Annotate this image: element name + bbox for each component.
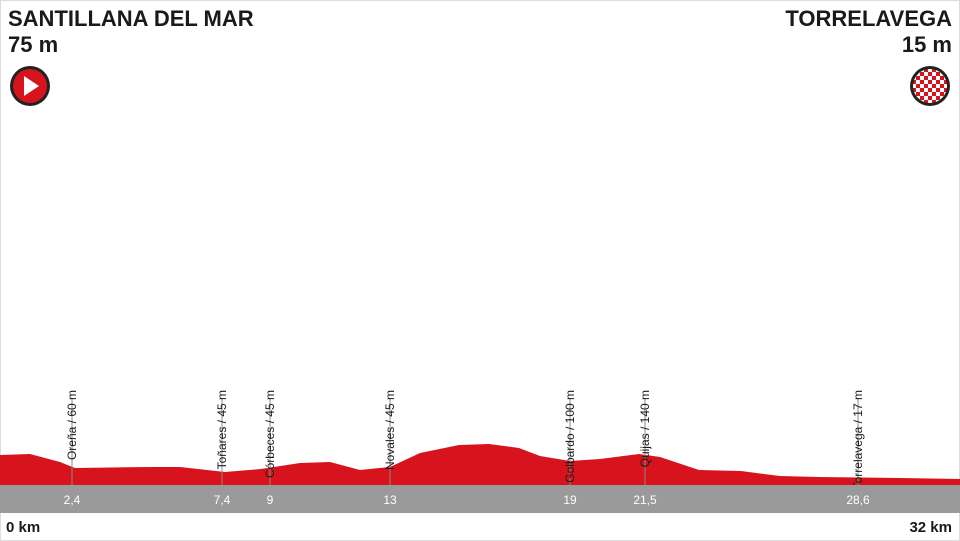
waypoint-label: Toñares / 45 m <box>215 390 229 469</box>
distance-start: 0 km <box>6 519 40 536</box>
km-label: 21,5 <box>633 493 657 507</box>
km-label: 9 <box>267 493 274 507</box>
waypoint-label: Córbeces / 45 m <box>263 390 277 478</box>
start-icon <box>10 66 50 106</box>
km-label: 19 <box>563 493 577 507</box>
waypoint-label: Quijas / 140 m <box>638 390 652 467</box>
waypoint-label: Oreña / 60 m <box>65 390 79 460</box>
waypoint-label: Novales / 45 m <box>383 390 397 470</box>
distance-band <box>0 485 960 513</box>
km-label: 13 <box>383 493 397 507</box>
start-elevation: 75 m <box>8 32 58 57</box>
finish-name: TORRELAVEGA <box>785 6 952 31</box>
km-label: 2,4 <box>64 493 81 507</box>
km-label: 7,4 <box>214 493 231 507</box>
finish-icon <box>910 66 950 106</box>
waypoint-label: Golbardo / 100 m <box>563 390 577 483</box>
distance-end: 32 km <box>909 519 952 536</box>
elevation-area <box>0 444 960 485</box>
start-name: SANTILLANA DEL MAR <box>8 6 254 31</box>
finish-elevation: 15 m <box>902 32 952 57</box>
waypoint-label: Torrelavega / 17 m <box>851 390 865 489</box>
km-label: 28,6 <box>846 493 870 507</box>
